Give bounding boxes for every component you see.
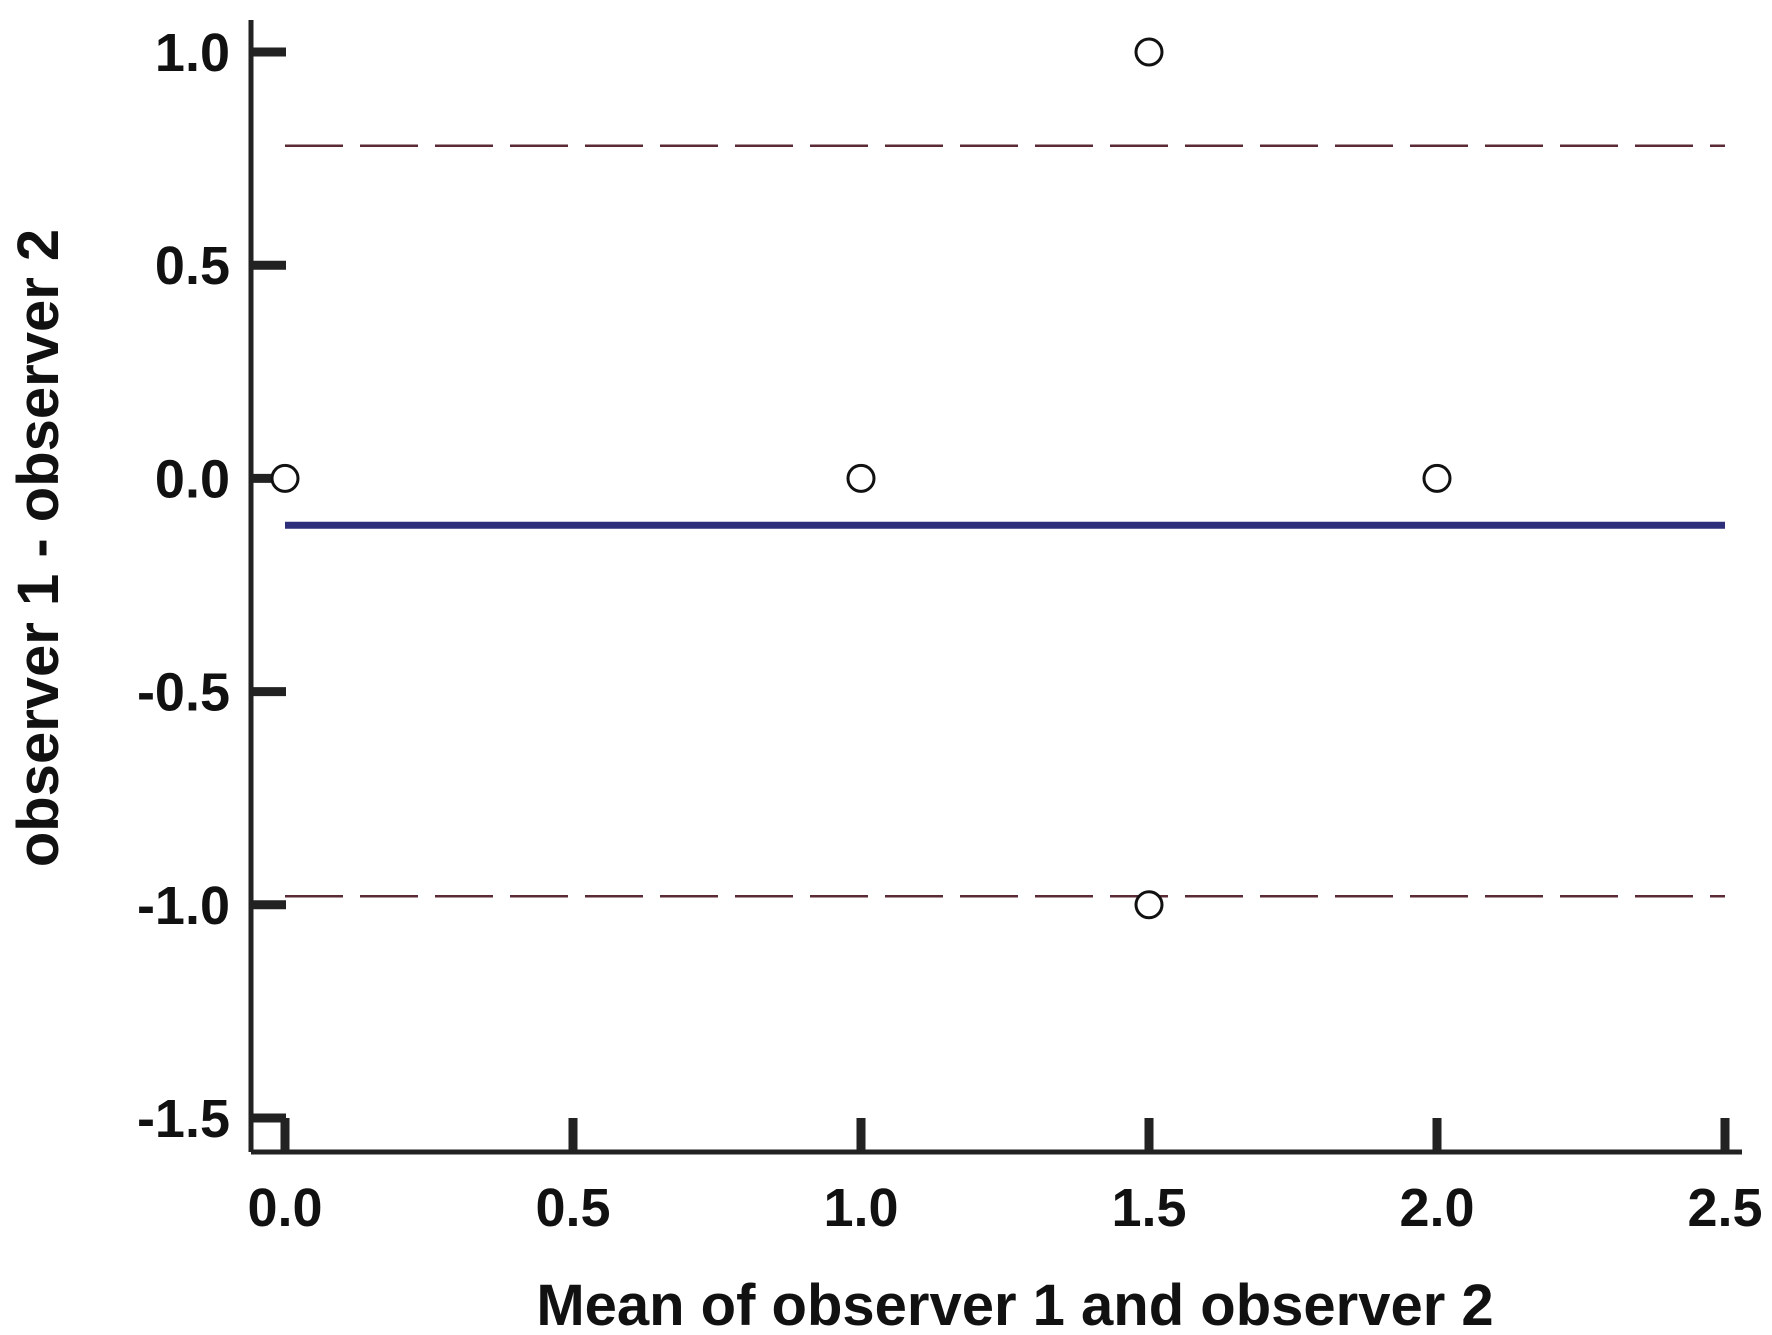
data-point	[1134, 890, 1164, 920]
x-ticks: 0.0 0.5 1.0 1.5 2.0 2.5	[247, 1118, 1763, 1238]
data-point	[1422, 463, 1452, 493]
y-tick-label: -0.5	[137, 663, 230, 723]
x-tick-label: 0.0	[247, 1178, 322, 1238]
data-point	[846, 463, 876, 493]
y-tick-label: 1.0	[155, 23, 230, 83]
axes	[248, 20, 1742, 1155]
x-tick-label: 1.5	[1111, 1178, 1186, 1238]
x-tick-label: 0.5	[535, 1178, 610, 1238]
y-tick-label: 0.0	[155, 449, 230, 509]
x-tick-label: 2.5	[1687, 1178, 1762, 1238]
x-axis-title: Mean of observer 1 and observer 2	[536, 1273, 1493, 1335]
x-tick-label: 2.0	[1399, 1178, 1474, 1238]
reference-lines	[285, 144, 1725, 898]
data-points	[270, 37, 1452, 920]
x-tick-label: 1.0	[823, 1178, 898, 1238]
y-tick-label: -1.5	[137, 1089, 230, 1149]
y-ticks: 1.0 0.5 0.0 -0.5 -1.0 -1.5	[137, 23, 286, 1149]
y-axis-title: observer 1 - observer 2	[6, 229, 71, 867]
data-point	[1134, 37, 1164, 67]
y-tick-label: -1.0	[137, 876, 230, 936]
y-tick-label: 0.5	[155, 236, 230, 296]
data-point	[270, 463, 300, 493]
